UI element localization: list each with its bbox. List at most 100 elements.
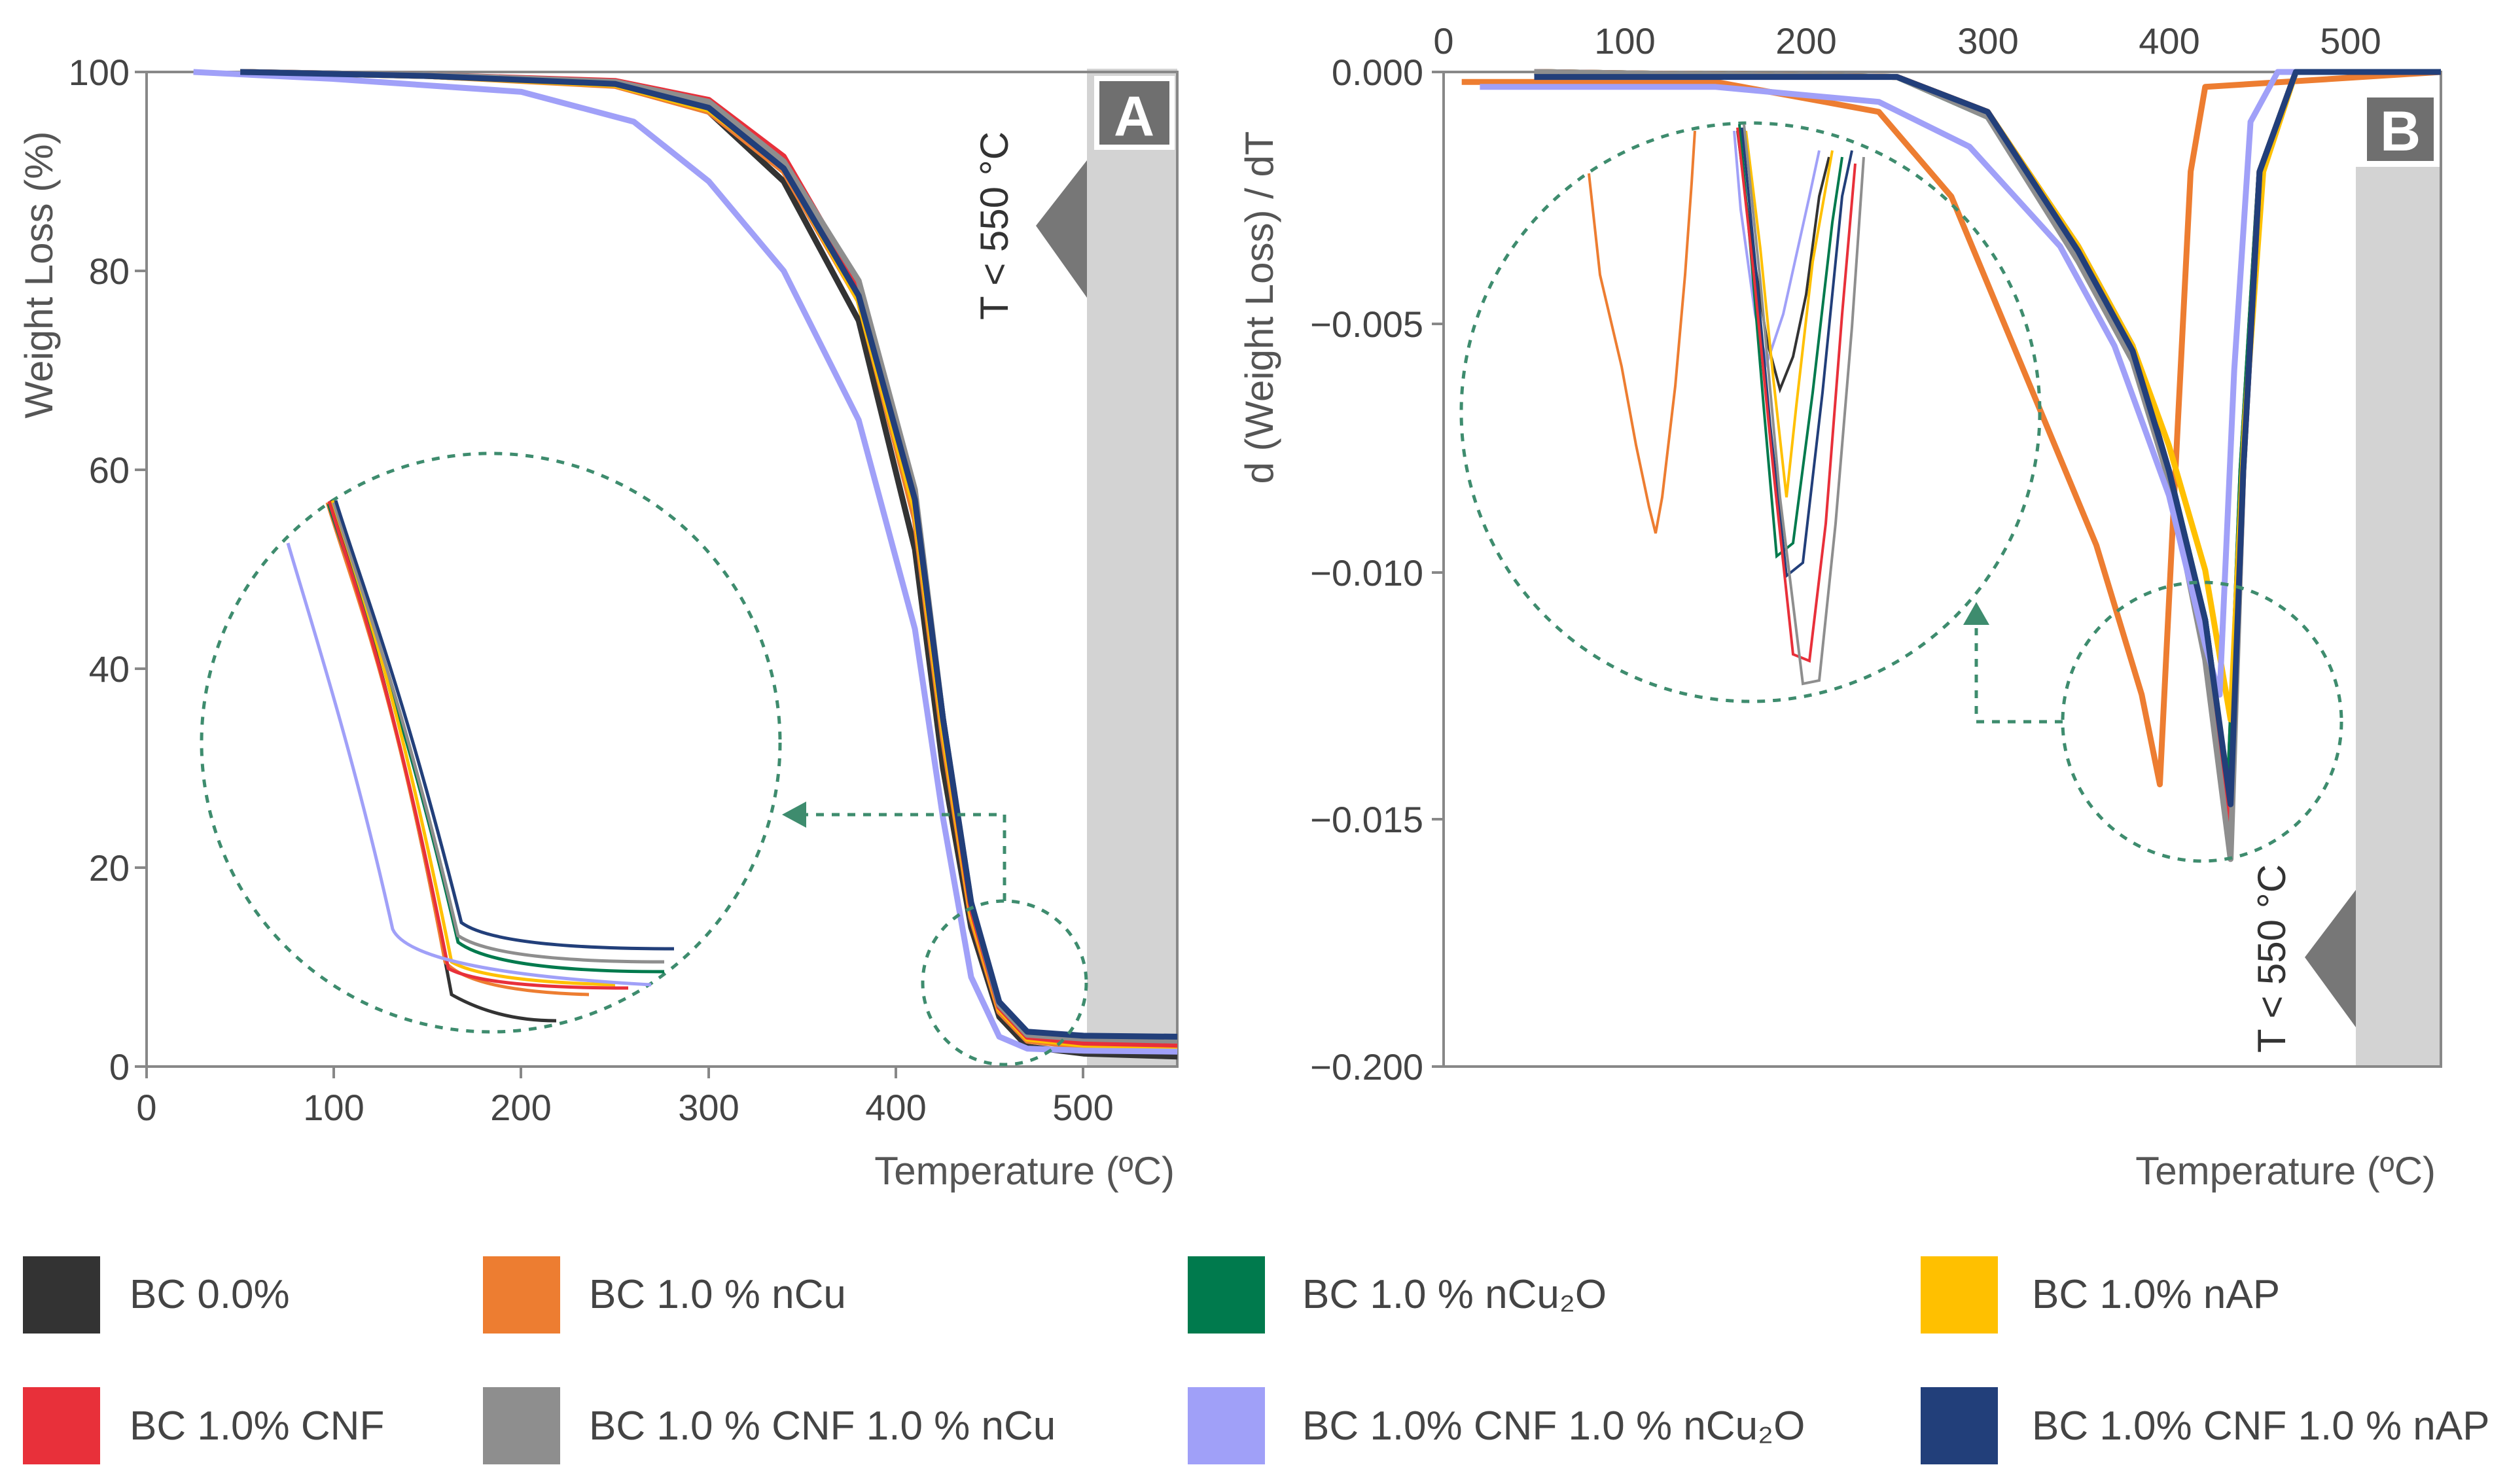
series-line-bc-1-0-cnf (240, 69, 1178, 1048)
panel-b-temp-band (2356, 167, 2441, 1067)
inset-a-bc-cnf-ncu2o (286, 542, 652, 987)
legend-label: BC 1.0 % nCu₂O (1302, 1272, 1607, 1317)
panel-b-zoom-connector (1974, 628, 2063, 724)
panel-a-x-label: Temperature (ºC) (874, 1149, 1175, 1193)
panel-b: B T < 550 °C 0 100 200 300 400 500 0.000… (1237, 20, 2442, 1193)
series-line-bc-1-0-cnf-1-0-ncu2o (1480, 69, 2441, 698)
panel-b-xtick: 200 (1775, 20, 1836, 62)
panel-a-zoom-inset-lines (286, 500, 675, 1023)
legend-label: BC 1.0% CNF 1.0 % nAP (2032, 1404, 2490, 1449)
inset-a-bc-cnf (327, 501, 629, 990)
panel-b-xtick: 300 (1957, 20, 2018, 62)
panel-a-zoom-inset (200, 451, 782, 1034)
series-line-bc-1-0-ncu (240, 69, 1178, 1053)
series-line-bc-1-0-cnf-1-0-nap (1534, 69, 2441, 807)
legend-item: BC 1.0% CNF 1.0 % nCu₂O (1188, 1387, 1805, 1464)
legend: BC 0.0% BC 1.0 % nCu BC 1.0 % nCu₂O BC 1… (23, 1256, 2490, 1464)
panel-a-xtick: 200 (490, 1087, 551, 1128)
legend-label: BC 1.0% CNF (130, 1404, 384, 1449)
legend-swatch-bc-cnf (23, 1387, 100, 1464)
panel-b-zoom-arrowhead (1963, 602, 1989, 625)
series-line-bc-1-0-cnf-1-0-ncu (1534, 69, 2441, 862)
panel-b-xtick: 0 (1433, 20, 1453, 62)
panel-b-xtick: 400 (2139, 20, 2199, 62)
panel-b-letter: B (2380, 100, 2421, 163)
panel-a-zoom-source (921, 899, 1088, 1067)
series-line-bc-1-0-ncu (1461, 69, 2442, 788)
inset-b-bc-cnf-nap (1741, 127, 1853, 578)
inset-b-bc-nap (1745, 130, 1834, 498)
panel-b-annotation: T < 550 °C (2250, 864, 2294, 1053)
legend-label: BC 1.0 % CNF 1.0 % nCu (589, 1404, 1056, 1449)
panel-b-ytick: 0.000 (1332, 52, 1423, 93)
legend-swatch-bc-cnf-ncu (483, 1387, 560, 1464)
legend-label: BC 1.0% CNF 1.0 % nCu₂O (1302, 1404, 1805, 1449)
legend-item: BC 1.0 % CNF 1.0 % nCu (483, 1387, 1056, 1464)
legend-label: BC 1.0% nAP (2032, 1272, 2280, 1317)
inset-b-bc-ncu (1588, 130, 1696, 534)
panel-b-ytick: −0.015 (1310, 799, 1423, 840)
panel-a-ytick: 40 (89, 648, 130, 690)
panel-a-xtick: 100 (303, 1087, 364, 1128)
panel-a-y-label: Weight Loss (%) (17, 131, 61, 418)
series-line-bc-1-0-cnf-1-0-nap (240, 69, 1178, 1040)
legend-swatch-bc-ncu2o (1188, 1256, 1265, 1334)
panel-b-zoom-source (2061, 580, 2343, 863)
panel-a-xtick: 0 (136, 1087, 156, 1128)
panel-a-plot-frame (145, 71, 1179, 1068)
panel-a-letter-box (1094, 76, 1175, 150)
panel-a-ytick: 0 (109, 1046, 130, 1087)
panel-a-xtick: 400 (865, 1087, 926, 1128)
panel-a-series (193, 69, 1178, 1060)
panel-b-plot-frame (1442, 71, 2442, 1068)
panel-b-zoom-inset-lines (1588, 124, 1865, 686)
inset-b-bc-cnf (1736, 127, 1857, 663)
panel-b-ytick: −0.010 (1310, 552, 1423, 593)
series-line-bc-0-0- (240, 69, 1178, 1060)
panel-b-xtick: 500 (2320, 20, 2381, 62)
inset-a-bc-cnf-ncu (332, 502, 665, 964)
panel-b-y-axis: 0.000 −0.005 −0.010 −0.015 −0.200 (1310, 52, 1423, 1087)
inset-a-bc-nap (330, 500, 616, 987)
legend-item: BC 1.0% CNF (23, 1387, 384, 1464)
panel-a-zoom-connector (805, 813, 1006, 901)
panel-a-xtick: 500 (1052, 1087, 1113, 1128)
series-line-bc-1-0-cnf (1534, 69, 2441, 847)
panel-b-series (1432, 69, 2442, 1068)
panel-b-xtick: 100 (1594, 20, 1655, 62)
series-line-bc-1-0-cnf-1-0-ncu2o (193, 69, 1178, 1055)
panel-b-band-marker (2305, 890, 2356, 1027)
legend-item: BC 1.0% CNF 1.0 % nAP (1921, 1387, 2490, 1464)
inset-a-bc-ncu (325, 502, 590, 997)
legend-label: BC 0.0% (130, 1272, 290, 1317)
legend-swatch-bc-00 (23, 1256, 100, 1334)
panel-a-ytick: 60 (89, 450, 130, 491)
panel-a-y-axis: 0 20 40 60 80 100 (69, 52, 147, 1087)
inset-a-bc-ncu2o (327, 503, 665, 974)
series-line-bc-1-0-ncu2o (240, 69, 1178, 1047)
panel-a-zoom-callout (200, 451, 1088, 1067)
legend-swatch-bc-nap (1921, 1256, 1998, 1334)
legend-item: BC 0.0% (23, 1256, 290, 1334)
legend-swatch-bc-cnf-ncu2o (1188, 1387, 1265, 1464)
series-line-bc-1-0-nap (240, 69, 1178, 1050)
panel-a-ytick: 100 (69, 52, 130, 93)
panel-a: A T < 550 °C 0 100 200 300 400 500 0 20 … (17, 52, 1179, 1193)
inset-b-bc-cnf-ncu (1743, 124, 1865, 686)
panel-a-temp-band (1087, 69, 1177, 1067)
legend-item: BC 1.0% nAP (1921, 1256, 2280, 1334)
panel-b-zoom-callout (1459, 121, 2343, 863)
legend-swatch-bc-ncu (483, 1256, 560, 1334)
legend-item: BC 1.0 % nCu (483, 1256, 846, 1334)
panel-a-annotation: T < 550 °C (972, 132, 1016, 320)
panel-a-ytick: 80 (89, 251, 130, 292)
panel-a-xtick: 300 (678, 1087, 739, 1128)
panel-a-band-marker (1036, 160, 1087, 298)
panel-b-ytick: −0.005 (1310, 304, 1423, 345)
panel-b-x-axis: 0 100 200 300 400 500 (1433, 20, 2381, 62)
panel-a-ytick: 20 (89, 847, 130, 889)
panel-a-zoom-arrowhead (782, 802, 806, 828)
panel-b-x-label: Temperature (ºC) (2135, 1149, 2436, 1193)
panel-b-ytick: −0.200 (1310, 1046, 1423, 1087)
